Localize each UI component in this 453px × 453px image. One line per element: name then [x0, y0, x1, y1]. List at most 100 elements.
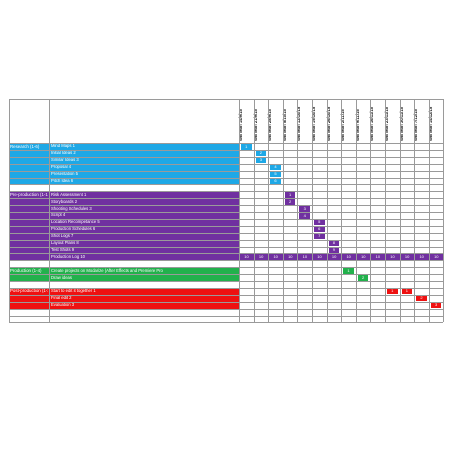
schedule-mark: 9 [328, 247, 340, 253]
grid-hline [9, 246, 444, 247]
task-name: Shooting Schedules 3 [51, 205, 92, 211]
production-log-cell: 10 [434, 253, 439, 259]
grid-vline [49, 99, 50, 323]
production-log-cell: 10 [273, 253, 278, 259]
grid-vline [9, 99, 10, 323]
schedule-mark: 4 [270, 164, 281, 171]
production-log-cell: 10 [390, 253, 395, 259]
grid-vline [326, 99, 328, 323]
task-name: Similar Ideas 3 [51, 157, 79, 163]
schedule-mark: 1 [241, 143, 252, 150]
schedule-mark: 7 [314, 233, 325, 240]
schedule-mark: 1 [401, 288, 413, 295]
task-name: Draw ideas [51, 274, 72, 280]
schedule-mark: 1 [284, 191, 296, 198]
week-header: WB Mon 14/9/15 [238, 99, 254, 143]
week-header: WB Mon 14/12/15 [428, 99, 444, 143]
week-header: WB Mon 19/10/15 [311, 99, 327, 143]
task-name: Evaluation 3 [51, 302, 75, 308]
phase-label: Research (1-6) [10, 143, 40, 149]
grid-vline [414, 99, 415, 323]
schedule-mark: 2 [255, 150, 267, 157]
production-log-cell: 10 [244, 253, 249, 259]
schedule-mark: 5 [314, 219, 325, 226]
grid-hline [9, 253, 444, 254]
task-name: Risk Assessment 1 [51, 191, 87, 197]
schedule-mark: 3 [299, 205, 310, 212]
grid-hline [9, 225, 444, 227]
schedule-mark: 3 [255, 157, 267, 164]
task-name: Final edit 2 [51, 295, 72, 301]
production-log-cell: 10 [419, 253, 424, 259]
grid-hline [9, 149, 444, 151]
grid-hline [9, 212, 444, 213]
schedule-mark: 3 [430, 302, 442, 309]
grid-hline [9, 294, 444, 296]
grid-hline [9, 205, 444, 206]
grid-hline [9, 322, 444, 323]
task-name: Shot Logs 7 [51, 233, 74, 239]
task-name: Storyboards 2 [51, 198, 78, 204]
week-header: WB Mon 7/12/15 [413, 99, 429, 143]
production-log-cell: 10 [361, 253, 366, 259]
grid-hline [9, 191, 444, 192]
task-name: Production Log 10 [51, 253, 85, 259]
schedule-mark: 8 [328, 240, 340, 247]
task-name: Layout Plans 8 [51, 240, 79, 245]
task-name: Pitch Idea 6 [51, 177, 74, 183]
grid-vline [268, 99, 269, 323]
task-name: Mind Maps 1 [51, 143, 75, 149]
grid-hline [9, 239, 444, 241]
grid-vline [312, 99, 313, 323]
production-log-cell: 10 [302, 253, 308, 259]
grid-vline [282, 99, 284, 323]
grid-hline [9, 218, 444, 220]
production-log-cell: 10 [317, 253, 322, 259]
week-header: WB Mon 2/11/15 [340, 99, 356, 143]
grid-hline [9, 232, 444, 234]
grid-hline [9, 198, 444, 199]
grid-hline [9, 267, 444, 268]
task-name: Location Recompetance 5 [51, 219, 100, 225]
grid-hline [9, 184, 444, 185]
grid-hline [9, 143, 444, 144]
task-name: Initial Ideas 2 [51, 150, 76, 156]
grid-hline [9, 177, 444, 178]
schedule-mark: 6 [314, 226, 325, 233]
grid-vline [297, 99, 298, 323]
grid-hline [9, 315, 444, 316]
grid-vline [239, 99, 240, 323]
grid-hline [9, 308, 444, 310]
production-log-cell: 10 [288, 253, 293, 259]
grid-vline [399, 99, 401, 323]
schedule-mark: 1 [387, 288, 398, 295]
task-name: Create projects on Modarize (After Effec… [51, 267, 163, 273]
grid-hline [9, 99, 444, 100]
grid-vline [355, 99, 357, 323]
phase-band-2 [9, 267, 239, 281]
schedule-mark: 5 [270, 171, 281, 178]
task-name: Presentation 5 [51, 171, 79, 176]
task-name: Test Shots 9 [51, 246, 75, 252]
phase-label: Pre-production (1-10) [10, 191, 48, 197]
grid-hline [9, 163, 444, 165]
grid-hline [9, 170, 444, 172]
production-log-cell: 10 [346, 253, 351, 259]
grid-hline [9, 156, 444, 158]
grid-vline [428, 99, 430, 323]
schedule-mark: 4 [299, 212, 310, 219]
task-name: Script 4 [51, 212, 66, 218]
grid-vline [253, 99, 255, 323]
task-name: Proposal 4 [51, 164, 72, 170]
phase-band-3 [9, 287, 239, 309]
schedule-mark: 2 [357, 274, 369, 281]
phase-label: Post-production (1-3) [10, 288, 48, 294]
phase-label: Production (1-4) [10, 267, 42, 273]
grid-vline [385, 99, 386, 323]
production-log-cell: 10 [375, 253, 381, 259]
grid-vline [443, 99, 444, 323]
production-log-cell: 10 [331, 253, 337, 259]
schedule-mark: 2 [416, 295, 427, 302]
task-name: Production Schedules 6 [51, 226, 96, 232]
